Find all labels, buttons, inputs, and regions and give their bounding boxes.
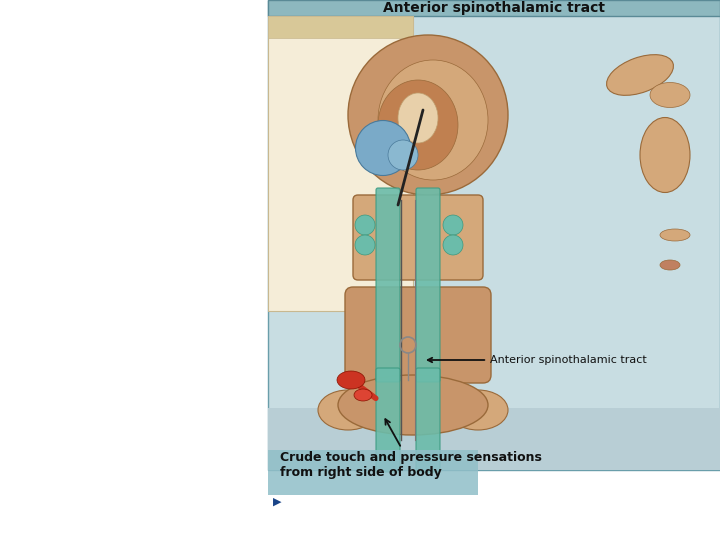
FancyBboxPatch shape: [345, 287, 491, 383]
Ellipse shape: [640, 118, 690, 192]
Circle shape: [443, 235, 463, 255]
Ellipse shape: [423, 66, 453, 114]
FancyBboxPatch shape: [416, 368, 440, 472]
Ellipse shape: [606, 55, 673, 96]
Circle shape: [355, 215, 375, 235]
Ellipse shape: [378, 80, 458, 170]
Ellipse shape: [354, 389, 372, 401]
Ellipse shape: [337, 371, 365, 389]
Circle shape: [443, 215, 463, 235]
Text: Anterior spinothalamic tract: Anterior spinothalamic tract: [383, 1, 605, 15]
Bar: [268, 0, 720, 470]
Ellipse shape: [448, 390, 508, 430]
Ellipse shape: [378, 60, 488, 180]
Ellipse shape: [356, 120, 410, 176]
Ellipse shape: [660, 260, 680, 270]
Text: Anterior spinothalamic tract: Anterior spinothalamic tract: [428, 355, 647, 365]
Bar: [268, 16, 413, 38]
Text: Crude touch and pressure sensations
from right side of body: Crude touch and pressure sensations from…: [280, 419, 542, 479]
Ellipse shape: [338, 375, 488, 435]
Circle shape: [355, 235, 375, 255]
Bar: [268, 0, 720, 16]
FancyArrowPatch shape: [360, 387, 376, 399]
FancyBboxPatch shape: [376, 188, 400, 382]
FancyBboxPatch shape: [416, 188, 440, 382]
Ellipse shape: [650, 83, 690, 107]
Bar: [268, 408, 720, 470]
Ellipse shape: [398, 93, 438, 143]
Ellipse shape: [348, 35, 508, 195]
Bar: [268, 450, 478, 495]
FancyBboxPatch shape: [376, 368, 400, 472]
FancyBboxPatch shape: [353, 195, 483, 280]
Ellipse shape: [318, 390, 378, 430]
Ellipse shape: [388, 140, 418, 170]
Bar: [268, 16, 413, 311]
Ellipse shape: [660, 229, 690, 241]
Text: ▶: ▶: [273, 497, 282, 507]
